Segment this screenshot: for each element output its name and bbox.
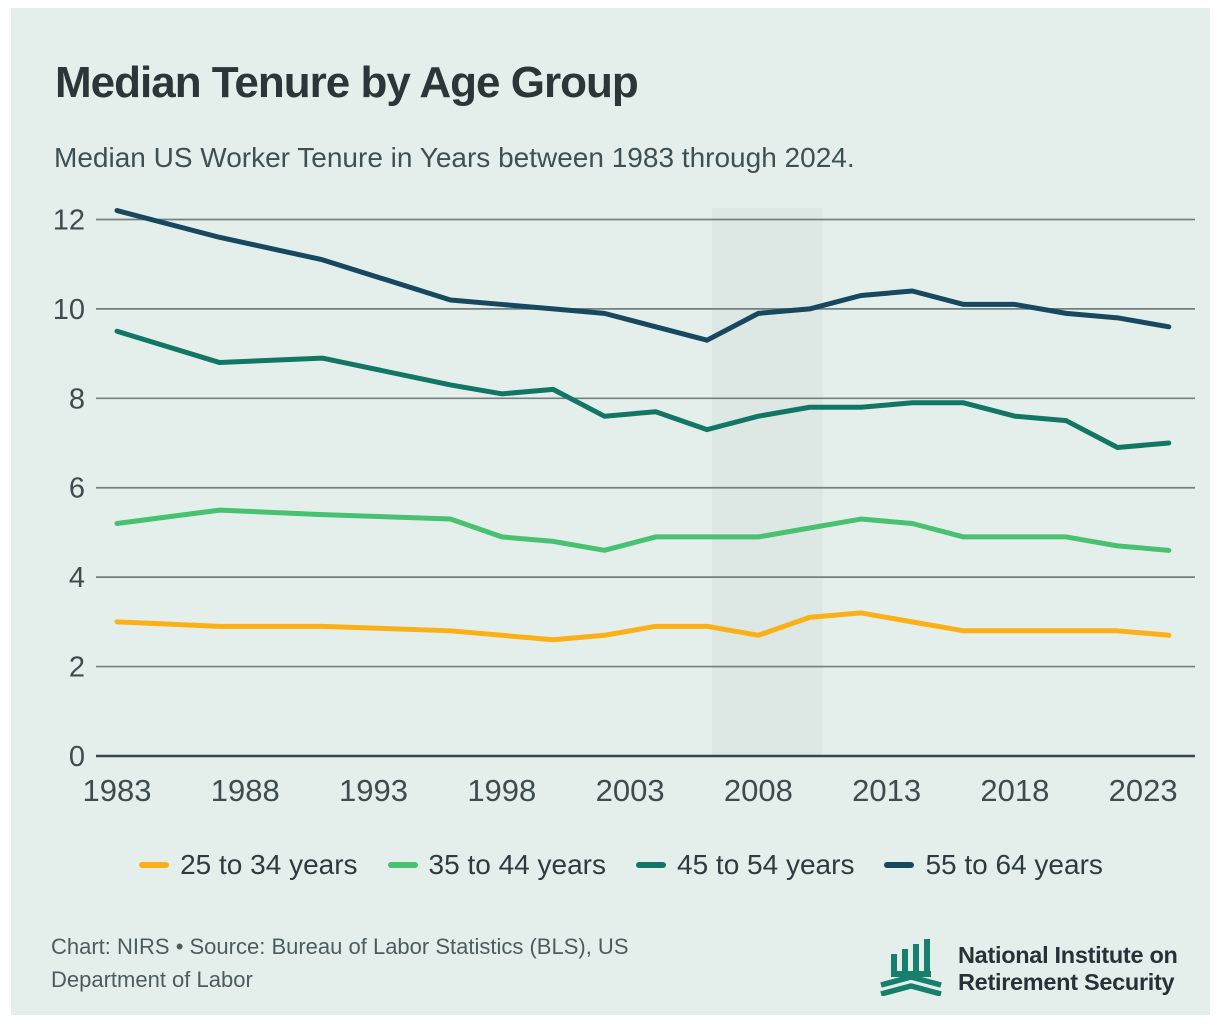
- x-tick-label: 2013: [852, 773, 921, 808]
- y-axis-labels: 0 2 4 6 8 10 12: [53, 204, 85, 773]
- chart-subtitle: Median US Worker Tenure in Years between…: [54, 142, 855, 173]
- y-tick-label: 10: [53, 294, 85, 326]
- nirs-logo: National Institute on Retirement Securit…: [878, 938, 1178, 996]
- y-tick-label: 2: [69, 652, 85, 684]
- legend-label: 55 to 64 years: [925, 849, 1103, 880]
- x-axis-labels: 1983 1988 1993 1998 2003 2008 2013 2018 2023: [83, 773, 1178, 808]
- chart-title: Median Tenure by Age Group: [55, 58, 639, 107]
- x-tick-label: 1993: [339, 773, 408, 808]
- legend-item: 35 to 44 years: [387, 849, 606, 881]
- legend-label: 35 to 44 years: [428, 849, 606, 880]
- legend-swatch: [139, 862, 170, 868]
- y-tick-label: 0: [69, 741, 85, 773]
- legend-item: 25 to 34 years: [139, 849, 358, 881]
- logo-text-line2: Retirement Security: [958, 969, 1175, 995]
- series-line-45-to-54-years: [114, 328, 1172, 451]
- y-tick-label: 6: [69, 473, 85, 505]
- source-credit: Chart: NIRS • Source: Bureau of Labor St…: [51, 934, 629, 992]
- x-tick-label: 2023: [1109, 773, 1178, 808]
- legend-swatch: [387, 862, 418, 868]
- series-line-55-to-64-years: [114, 208, 1172, 343]
- x-tick-label: 2003: [596, 773, 665, 808]
- y-tick-label: 4: [69, 562, 85, 594]
- x-tick-label: 1988: [211, 773, 280, 808]
- nirs-logo-text: National Institute on Retirement Securit…: [958, 938, 1178, 996]
- logo-text-line1: National Institute on: [958, 942, 1178, 968]
- series-line-25-to-34-years: [114, 610, 1172, 643]
- y-tick-label: 12: [53, 204, 85, 236]
- legend-item: 55 to 64 years: [884, 849, 1103, 881]
- series-line-35-to-44-years: [114, 507, 1172, 553]
- gridlines: [96, 218, 1195, 758]
- tenure-line-chart: 0 2 4 6 8 10 12 1983 1988 1993 1998 2003 2008 2013 201…: [53, 204, 1195, 808]
- legend-label: 45 to 54 years: [677, 849, 855, 880]
- legend-item: 45 to 54 years: [636, 849, 854, 881]
- logo-steps: [880, 974, 942, 996]
- x-tick-label: 2008: [724, 773, 793, 808]
- legend-swatch: [636, 862, 666, 868]
- legend: 25 to 34 years 35 to 44 years 45 to 54 yea…: [11, 849, 1220, 881]
- chart-card: Median Tenure by Age Group Median US Wor…: [11, 8, 1210, 1015]
- series-lines: [114, 208, 1172, 643]
- highlight-band: [712, 208, 823, 756]
- x-tick-label: 1998: [467, 773, 536, 808]
- x-tick-label: 1983: [83, 773, 152, 808]
- nirs-logo-icon: [880, 939, 942, 996]
- x-tick-label: 2018: [980, 773, 1049, 808]
- y-tick-label: 8: [69, 383, 85, 415]
- legend-swatch: [884, 862, 915, 868]
- logo-bars: [891, 939, 931, 977]
- legend-label: 25 to 34 years: [180, 849, 358, 880]
